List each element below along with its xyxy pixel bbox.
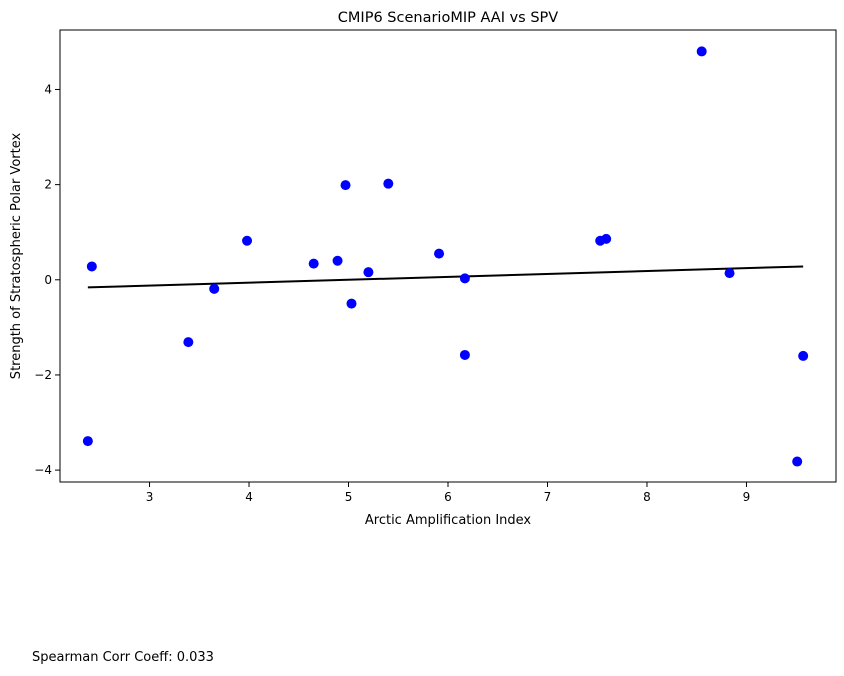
x-tick-label: 7	[544, 490, 552, 504]
data-point	[798, 350, 809, 361]
data-point	[434, 248, 445, 259]
y-tick-label: 4	[44, 82, 52, 96]
data-point	[86, 261, 97, 272]
data-point	[459, 349, 470, 360]
regression-line	[87, 265, 804, 289]
data-point	[696, 46, 707, 57]
y-axis-label: Strength of Stratospheric Polar Vortex	[9, 133, 24, 380]
data-point	[242, 235, 253, 246]
data-point	[601, 233, 612, 244]
x-tick-label: 9	[743, 490, 751, 504]
x-axis-label: Arctic Amplification Index	[365, 513, 532, 528]
y-tick-label: −2	[34, 368, 52, 382]
data-point	[363, 267, 374, 278]
data-point	[383, 178, 394, 189]
data-point	[459, 273, 470, 284]
x-tick-label: 5	[345, 490, 353, 504]
x-tick-label: 6	[444, 490, 452, 504]
plot-frame	[59, 29, 837, 483]
data-point	[792, 456, 803, 467]
data-point	[183, 337, 194, 348]
data-point	[346, 298, 357, 309]
spearman-correlation-text: Spearman Corr Coeff: 0.033	[32, 650, 214, 665]
data-point	[308, 258, 319, 269]
y-tick-label: 0	[44, 273, 52, 287]
y-tick-label: 2	[44, 178, 52, 192]
data-point	[340, 180, 351, 191]
data-point	[332, 255, 343, 266]
x-tick-label: 4	[245, 490, 253, 504]
y-tick-label: −4	[34, 463, 52, 477]
x-tick-label: 8	[643, 490, 651, 504]
x-tick-label: 3	[146, 490, 154, 504]
chart-title: CMIP6 ScenarioMIP AAI vs SPV	[338, 10, 558, 26]
data-point	[82, 436, 93, 447]
data-point	[209, 283, 220, 294]
data-point	[724, 268, 735, 279]
